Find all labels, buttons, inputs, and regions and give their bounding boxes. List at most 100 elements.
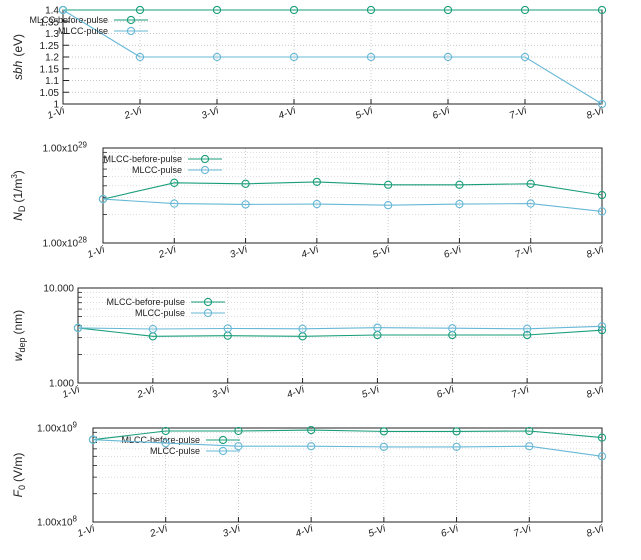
- data-point: [366, 52, 376, 62]
- plot-frame: [77, 287, 603, 384]
- data-point: [455, 180, 464, 189]
- legend-swatch-marker: [218, 435, 228, 445]
- y-axis-label: F0 (V/m): [11, 453, 27, 498]
- legend-swatch-marker: [218, 446, 228, 456]
- data-point: [373, 323, 382, 332]
- y-tick-label: 10.000: [43, 284, 74, 295]
- series-line-before-pulse: [92, 429, 603, 441]
- y-tick-label: 1.05: [40, 88, 60, 99]
- y-axis-label-subscript: D: [17, 205, 27, 212]
- legend-swatch-marker: [126, 26, 136, 36]
- y-axis-label: wdep (nm): [11, 310, 27, 361]
- y-tick-label: 1.00x1028: [43, 236, 88, 250]
- legend-swatch-marker: [203, 297, 213, 307]
- series-line-before-pulse: [77, 327, 603, 337]
- y-axis-label-subscript: 0: [17, 485, 27, 490]
- data-point: [597, 190, 607, 200]
- data-point: [312, 199, 322, 209]
- series-line-pulse: [62, 9, 603, 105]
- data-point: [443, 52, 453, 62]
- data-point: [522, 324, 532, 333]
- panel-sbh: 11.051.11.151.21.251.31.351.4 1-Vi 2-Vi 3-V…: [11, 5, 607, 122]
- x-tick-label: 5-Vi: [354, 105, 375, 122]
- y-tick-label: 1.2: [45, 53, 59, 64]
- x-tick-label: 4-Vi: [300, 244, 321, 261]
- series-line-before-pulse: [102, 181, 603, 200]
- data-point: [522, 330, 532, 340]
- data-point: [452, 427, 461, 436]
- y-axis-label: ND (1/m3): [10, 170, 27, 221]
- x-tick-label: 2-Vi: [135, 384, 157, 401]
- x-tick-label: 4-Vi: [286, 384, 307, 401]
- data-point: [383, 201, 393, 210]
- x-tick-label: 1-Vi: [46, 105, 67, 122]
- data-point: [597, 99, 607, 109]
- data-point: [234, 426, 243, 436]
- y-tick-exponent: 29: [78, 141, 87, 150]
- data-point: [597, 207, 607, 216]
- data-point: [135, 5, 145, 15]
- x-tick-label: 5-Vi: [371, 244, 392, 261]
- data-point: [379, 427, 389, 436]
- data-point: [161, 438, 170, 448]
- x-tick-label: 3-Vi: [221, 523, 242, 540]
- y-axis-label-subscript: dep: [17, 337, 27, 352]
- series-line-pulse: [102, 198, 603, 212]
- legend-swatch-marker: [200, 165, 210, 175]
- y-tick-mantissa: 1.00x10: [43, 239, 79, 250]
- data-point: [306, 442, 316, 451]
- series-line-pulse: [92, 439, 603, 457]
- y-axis-label-symbol: N: [11, 212, 25, 221]
- data-point: [520, 5, 530, 15]
- x-tick-label: 4-Vi: [294, 523, 315, 540]
- data-point: [366, 5, 376, 15]
- y-axis-label-symbol: F: [11, 489, 25, 497]
- y-axis-label: sbh (eV): [11, 34, 25, 80]
- x-tick-label: 1-Vi: [76, 523, 97, 540]
- legend-label: MLCC-pulse: [58, 26, 108, 36]
- y-tick-exponent: 9: [73, 421, 78, 430]
- y-axis-label-symbol: w: [11, 351, 25, 361]
- x-tick-label: 7-Vi: [510, 384, 531, 401]
- data-point: [379, 442, 389, 452]
- y-axis-label-superscript: 3: [10, 174, 19, 179]
- y-axis-label-close: ): [11, 170, 25, 174]
- data-point: [298, 324, 307, 333]
- x-tick-label: 2-Vi: [148, 523, 170, 540]
- x-tick-label: 4-Vi: [277, 105, 298, 122]
- x-tick-label: 2-Vi: [122, 105, 144, 122]
- data-point: [289, 52, 299, 62]
- data-point: [526, 199, 535, 208]
- legend-label: MLCC-before-pulse: [29, 15, 108, 25]
- legend-label: MLCC-before-pulse: [103, 154, 182, 164]
- data-point: [212, 5, 222, 15]
- legend-label: MLCC-before-pulse: [106, 297, 185, 307]
- y-tick-exponent: 8: [73, 515, 78, 524]
- data-point: [58, 5, 68, 15]
- data-point: [241, 179, 250, 188]
- x-tick-label: 3-Vi: [200, 105, 221, 122]
- x-tick-label: 7-Vi: [508, 105, 529, 122]
- data-point: [170, 199, 179, 208]
- x-tick-label: 8-Vi: [585, 384, 606, 401]
- data-point: [212, 52, 222, 62]
- legend-label: MLCC-before-pulse: [121, 435, 200, 445]
- x-tick-label: 1-Vi: [86, 244, 107, 261]
- y-tick-mantissa: 1.00x10: [37, 424, 73, 435]
- y-axis-label-unit: (eV): [11, 34, 25, 57]
- data-point: [525, 426, 534, 436]
- data-point: [306, 425, 316, 435]
- data-point: [452, 442, 461, 452]
- y-axis-label-unit: (V/m): [11, 453, 25, 482]
- x-tick-label: 7-Vi: [514, 244, 535, 261]
- y-tick-label: 1.15: [40, 64, 60, 75]
- y-tick-label: 1.00x108: [37, 515, 78, 529]
- legend-label: MLCC-pulse: [132, 165, 182, 175]
- data-point: [520, 52, 530, 62]
- data-point: [148, 324, 158, 334]
- y-tick-label: 1.35: [40, 17, 60, 28]
- data-point: [234, 442, 243, 451]
